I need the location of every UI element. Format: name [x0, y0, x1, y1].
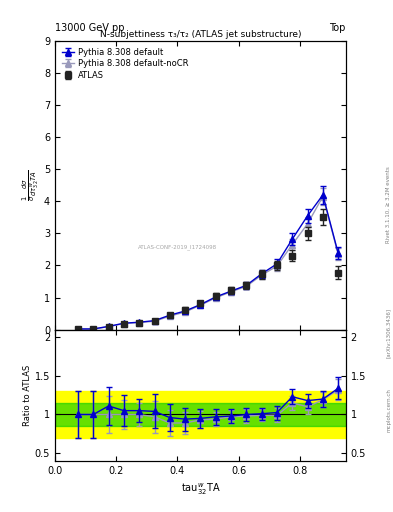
Text: ATLAS-CONF-2019_I1724098: ATLAS-CONF-2019_I1724098	[138, 245, 217, 250]
Y-axis label: Ratio to ATLAS: Ratio to ATLAS	[23, 365, 32, 426]
Y-axis label: $\frac{1}{\sigma}\frac{d\sigma}{d\tau_{32}^{w}TA}$: $\frac{1}{\sigma}\frac{d\sigma}{d\tau_{3…	[20, 169, 41, 201]
Text: Top: Top	[329, 23, 346, 33]
X-axis label: tau$^{w}_{32}$TA: tau$^{w}_{32}$TA	[181, 481, 220, 497]
Text: mcplots.cern.ch: mcplots.cern.ch	[386, 388, 391, 432]
Text: [arXiv:1306.3436]: [arXiv:1306.3436]	[386, 308, 391, 358]
Title: N-subjettiness τ₃/τ₂ (ATLAS jet substructure): N-subjettiness τ₃/τ₂ (ATLAS jet substruc…	[100, 30, 301, 39]
Text: Rivet 3.1.10, ≥ 3.2M events: Rivet 3.1.10, ≥ 3.2M events	[386, 166, 391, 243]
Text: 13000 GeV pp: 13000 GeV pp	[55, 23, 125, 33]
Legend: Pythia 8.308 default, Pythia 8.308 default-noCR, ATLAS: Pythia 8.308 default, Pythia 8.308 defau…	[59, 45, 191, 82]
